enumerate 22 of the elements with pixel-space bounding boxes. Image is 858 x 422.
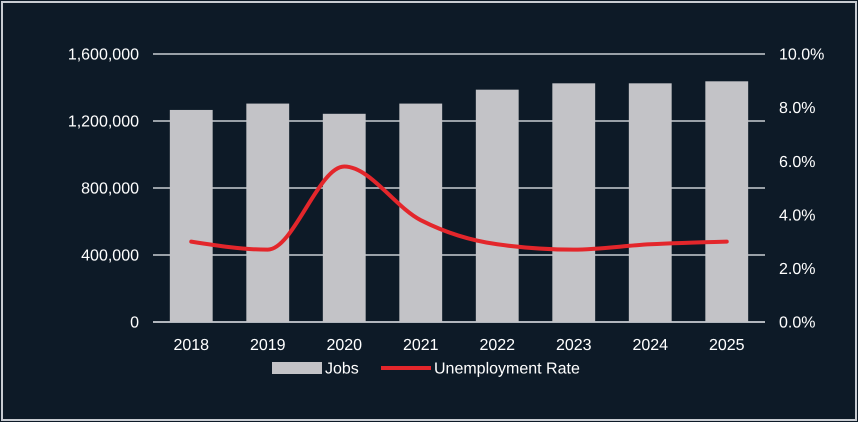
y-tick-label: 1,600,000 (68, 46, 140, 64)
legend-label: Jobs (325, 360, 359, 378)
x-tick-label: 2021 (402, 337, 439, 354)
y2-tick-label: 8.0% (779, 100, 816, 118)
y2-tick-label: 0.0% (779, 314, 816, 332)
x-tick-label: 2025 (708, 337, 745, 354)
x-tick-label: 2023 (556, 337, 592, 354)
legend-label: Unemployment Rate (434, 360, 580, 378)
y-tick-label: 800,000 (81, 180, 140, 198)
y-tick-label: 0 (130, 314, 140, 332)
x-tick-label: 2019 (250, 337, 286, 354)
y2-tick-label: 10.0% (779, 46, 824, 64)
y2-tick-label: 6.0% (779, 154, 816, 171)
x-tick-label: 2024 (632, 337, 668, 354)
x-tick-label: 2022 (479, 337, 516, 354)
y2-tick-label: 4.0% (779, 207, 816, 224)
y-tick-label: 400,000 (81, 248, 140, 265)
x-tick-label: 2020 (326, 337, 362, 354)
x-tick-label: 2018 (173, 337, 210, 354)
y-tick-label: 1,200,000 (68, 114, 140, 131)
y2-tick-label: 2.0% (779, 261, 816, 278)
line-series (189, 164, 729, 252)
